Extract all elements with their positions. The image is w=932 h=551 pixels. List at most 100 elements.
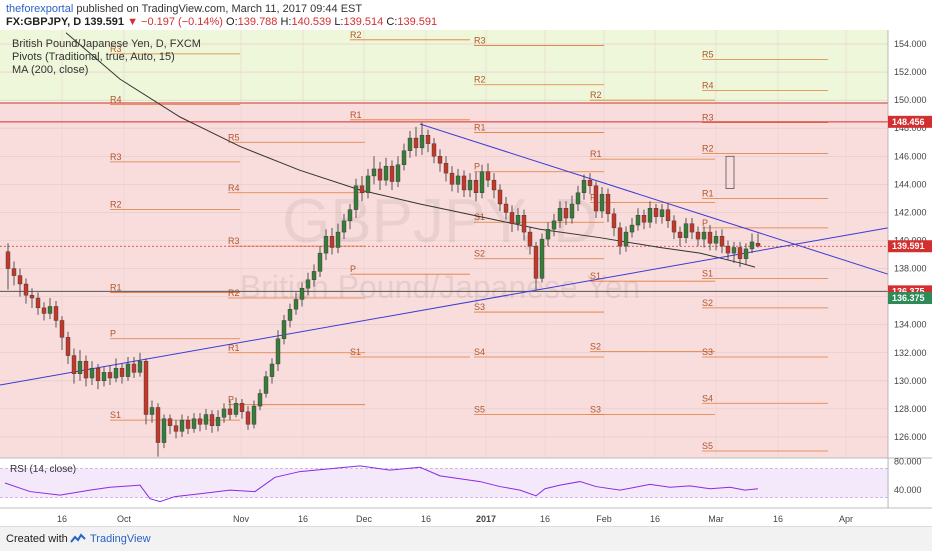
- candle-body: [293, 299, 299, 310]
- time-tick-label: Dec: [356, 514, 373, 524]
- candle-body: [341, 220, 347, 233]
- candle-body: [197, 418, 203, 425]
- price-tick-label: 128.000: [894, 404, 927, 414]
- candle-body: [659, 209, 665, 217]
- pivot-label: S5: [702, 441, 713, 451]
- candle-body: [263, 376, 269, 394]
- candle-body: [419, 135, 425, 149]
- candle-body: [629, 224, 635, 233]
- candle-body: [359, 185, 365, 193]
- pivot-label: S2: [702, 298, 713, 308]
- legend-pivots[interactable]: Pivots (Traditional, true, Auto, 15): [12, 51, 175, 63]
- symbol-line: FX:GBPJPY, D 139.591 ▼ −0.197 (−0.14%) O…: [6, 16, 437, 28]
- candle-body: [413, 137, 419, 149]
- low-label: L:: [334, 16, 344, 28]
- time-tick-label: 16: [57, 514, 67, 524]
- price-tick-label: 150.000: [894, 95, 927, 105]
- candle-body: [467, 179, 473, 191]
- candle-body: [497, 189, 503, 205]
- candle-body: [611, 213, 617, 229]
- pivot-label: S1: [702, 268, 713, 278]
- candle-body: [257, 393, 263, 407]
- candle-body: [95, 367, 101, 382]
- pivot-label: P: [110, 329, 116, 339]
- candle-body: [311, 271, 317, 280]
- candle-body: [209, 414, 215, 426]
- created-with: Created with: [6, 533, 68, 545]
- candle-body: [539, 238, 545, 279]
- price-tick-label: 132.000: [894, 348, 927, 358]
- candle-body: [215, 417, 221, 426]
- tradingview-brand[interactable]: TradingView: [90, 533, 151, 545]
- candle-body: [425, 135, 431, 144]
- candle-body: [521, 215, 527, 233]
- candle-body: [125, 363, 131, 377]
- candle-body: [287, 309, 293, 321]
- candle-body: [179, 419, 185, 432]
- candle-body: [437, 156, 443, 164]
- rsi-tick-label: 40.000: [894, 485, 922, 495]
- candle-body: [83, 360, 89, 379]
- author-link[interactable]: theforexportal: [6, 3, 74, 15]
- candle-body: [65, 337, 71, 356]
- candle-body: [623, 231, 629, 247]
- candle-body: [713, 236, 719, 244]
- candle-body: [377, 168, 383, 181]
- candle-body: [533, 245, 539, 279]
- time-tick-label: Oct: [117, 514, 132, 524]
- candle-body: [407, 137, 413, 151]
- candle-body: [617, 227, 623, 247]
- legend-symbol: British Pound/Japanese Yen, D, FXCM: [12, 38, 201, 50]
- candle-body: [551, 220, 557, 230]
- price-tick-label: 144.000: [894, 179, 927, 189]
- candle-body: [743, 248, 749, 259]
- time-tick-label: Nov: [233, 514, 250, 524]
- time-tick-label: Apr: [839, 514, 853, 524]
- candle-body: [101, 372, 107, 382]
- rsi-label[interactable]: RSI (14, close): [10, 464, 77, 475]
- symbol: FX:GBPJPY, D: [6, 16, 82, 28]
- pivot-label: R2: [350, 30, 362, 40]
- trendline: [419, 123, 889, 275]
- candle-body: [653, 208, 659, 217]
- candle-body: [515, 215, 521, 224]
- candle-body: [605, 193, 611, 215]
- close-label: C:: [386, 16, 398, 28]
- candle-body: [581, 179, 587, 193]
- candle-body: [689, 223, 695, 233]
- candle-body: [431, 143, 437, 157]
- candle-body: [563, 208, 569, 219]
- pivot-label: R1: [590, 149, 602, 159]
- pivot-label: P: [228, 395, 234, 405]
- candle-body: [305, 279, 311, 289]
- candle-body: [89, 367, 95, 379]
- published-text: published on TradingView.com, March 11, …: [73, 3, 363, 15]
- low-value: 139.514: [343, 16, 384, 28]
- price-tick-label: 138.000: [894, 264, 927, 274]
- publish-header: theforexportal published on TradingView.…: [0, 0, 932, 30]
- pivot-label: P: [474, 162, 480, 172]
- candle-body: [599, 193, 605, 212]
- candle-body: [329, 236, 335, 248]
- legend-ma[interactable]: MA (200, close): [12, 64, 89, 76]
- time-tick-label: Mar: [708, 514, 724, 524]
- candle-body: [233, 403, 239, 415]
- pivot-label: S2: [590, 341, 601, 351]
- pivot-label: R2: [110, 200, 122, 210]
- pivot-label: S1: [110, 410, 121, 420]
- pivot-label: R3: [110, 152, 122, 162]
- candle-body: [143, 360, 149, 415]
- candle-body: [503, 203, 509, 213]
- candle-body: [167, 418, 173, 426]
- candle-body: [251, 405, 257, 425]
- candle-body: [389, 165, 395, 182]
- candle-body: [449, 172, 455, 185]
- candle-body: [443, 163, 449, 174]
- pivot-label: P: [350, 264, 356, 274]
- candle-body: [401, 150, 407, 165]
- candle-body: [509, 212, 515, 224]
- moving-average-line: [65, 32, 756, 268]
- pivot-label: R2: [702, 143, 714, 153]
- candle-body: [593, 185, 599, 212]
